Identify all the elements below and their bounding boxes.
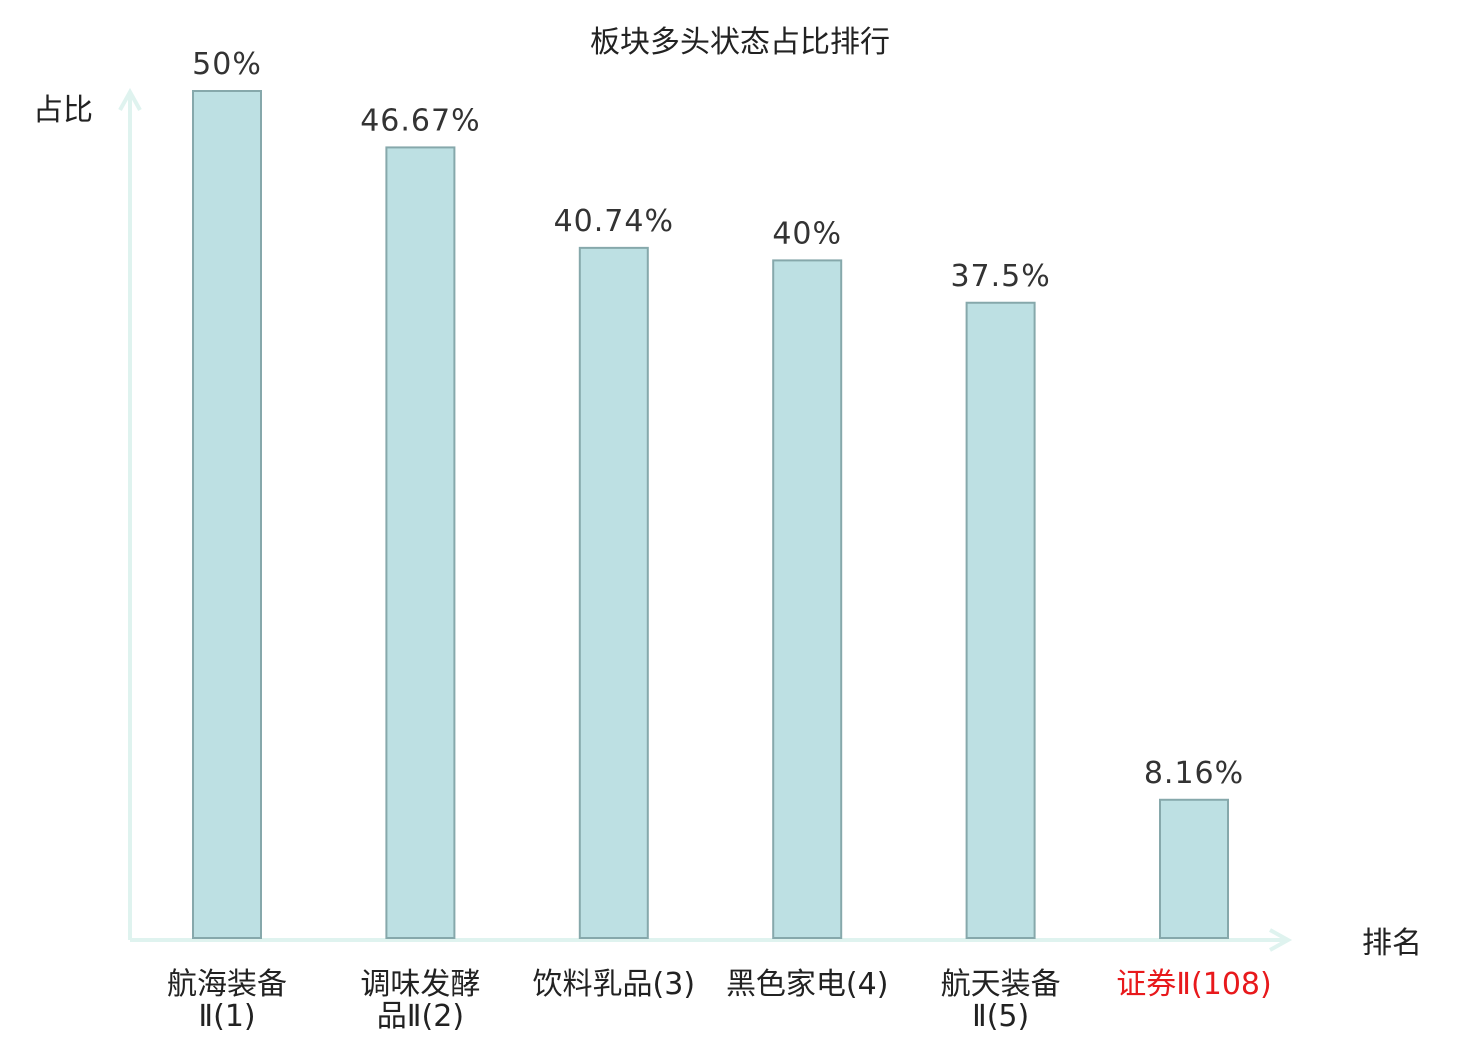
category-label-line: 调味发酵: [360, 967, 480, 1002]
category-labels: 航海装备 Ⅱ(1) 调味发酵品Ⅱ(2) 饮料乳品(3) 黑色家电(4) 航天装备 Ⅱ(5) 证…: [167, 967, 1272, 1034]
bar-value-label: 40%: [772, 216, 842, 251]
bar: [578, 246, 649, 940]
bar: [385, 146, 456, 939]
category-label-line: 黑色家电(4): [726, 967, 889, 1002]
bar: [1159, 798, 1229, 939]
category-label-line: 品Ⅱ(2): [377, 999, 464, 1034]
x-axis-arrow: [1269, 928, 1293, 952]
category-label: 证券Ⅱ(108): [1116, 967, 1271, 1002]
category-label-line: Ⅱ(1): [198, 999, 255, 1034]
category-label-line: 航天装备: [941, 967, 1061, 1002]
category-label: 航天装备 Ⅱ(5): [941, 967, 1061, 1034]
y-axis-arrow: [118, 87, 142, 111]
y-axis-label: 占比: [33, 93, 93, 128]
bar-value-label: 8.16%: [1144, 756, 1244, 791]
bar-value-label: 46.67%: [360, 103, 480, 138]
bar-value-label: 40.74%: [554, 204, 674, 239]
category-label-line: Ⅱ(5): [972, 999, 1029, 1034]
bar-series: [192, 90, 1229, 940]
chart-title: 板块多头状态占比排行: [590, 25, 890, 60]
bar-value-label: 50%: [192, 47, 262, 82]
bar: [772, 259, 843, 939]
category-label: 航海装备 Ⅱ(1): [167, 967, 287, 1034]
bar: [965, 301, 1036, 939]
category-label-line: 证券Ⅱ(108): [1116, 967, 1271, 1002]
x-axis-label: 排名: [1362, 926, 1422, 961]
category-label-line: 航海装备: [167, 967, 287, 1002]
category-label: 黑色家电(4): [726, 967, 889, 1002]
bar: [192, 90, 262, 939]
category-label: 饮料乳品(3): [533, 967, 696, 1002]
value-labels: 50% 46.67% 40.74% 40% 37.5% 8.16%: [192, 47, 1244, 791]
category-label-line: 饮料乳品(3): [533, 967, 696, 1002]
category-label: 调味发酵品Ⅱ(2): [360, 967, 480, 1034]
bar-value-label: 37.5%: [950, 259, 1050, 294]
